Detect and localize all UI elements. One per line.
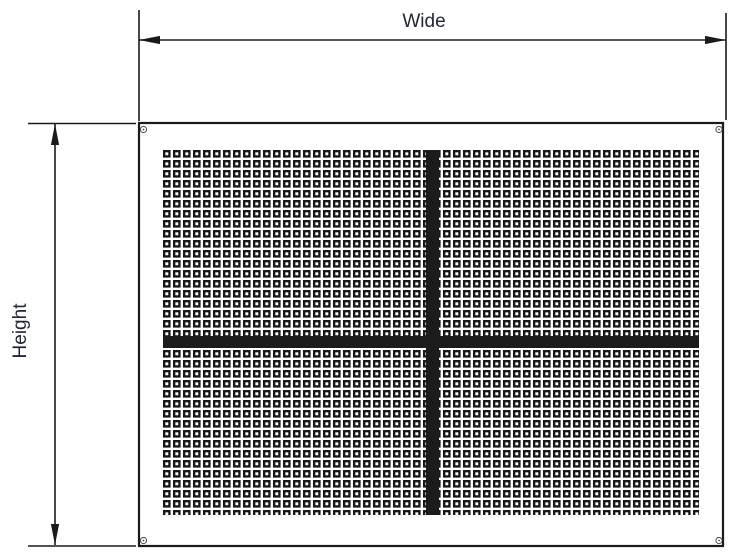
height-arrow-down-icon: [50, 524, 60, 545]
height-dimension: [28, 122, 136, 547]
height-arrow-up-icon: [50, 124, 60, 145]
height-dimension-label: Height: [10, 303, 31, 359]
screw-hole-dot: [718, 128, 720, 131]
screw-hole-bottom-left: [139, 536, 148, 545]
screw-hole-dot: [142, 128, 145, 131]
screw-hole-top-right: [715, 125, 723, 134]
screw-hole-dot: [142, 539, 145, 542]
center-vertical-band: [426, 150, 439, 515]
width-arrow-right-icon: [705, 35, 726, 45]
screw-hole-top-left: [139, 125, 148, 134]
width-dimension: [138, 10, 727, 121]
width-arrow-left-icon: [139, 35, 160, 45]
screw-hole-bottom-right: [715, 536, 723, 545]
width-dimension-label: Wide: [402, 11, 445, 32]
screw-holes: [139, 125, 723, 545]
screw-hole-dot: [718, 539, 720, 542]
